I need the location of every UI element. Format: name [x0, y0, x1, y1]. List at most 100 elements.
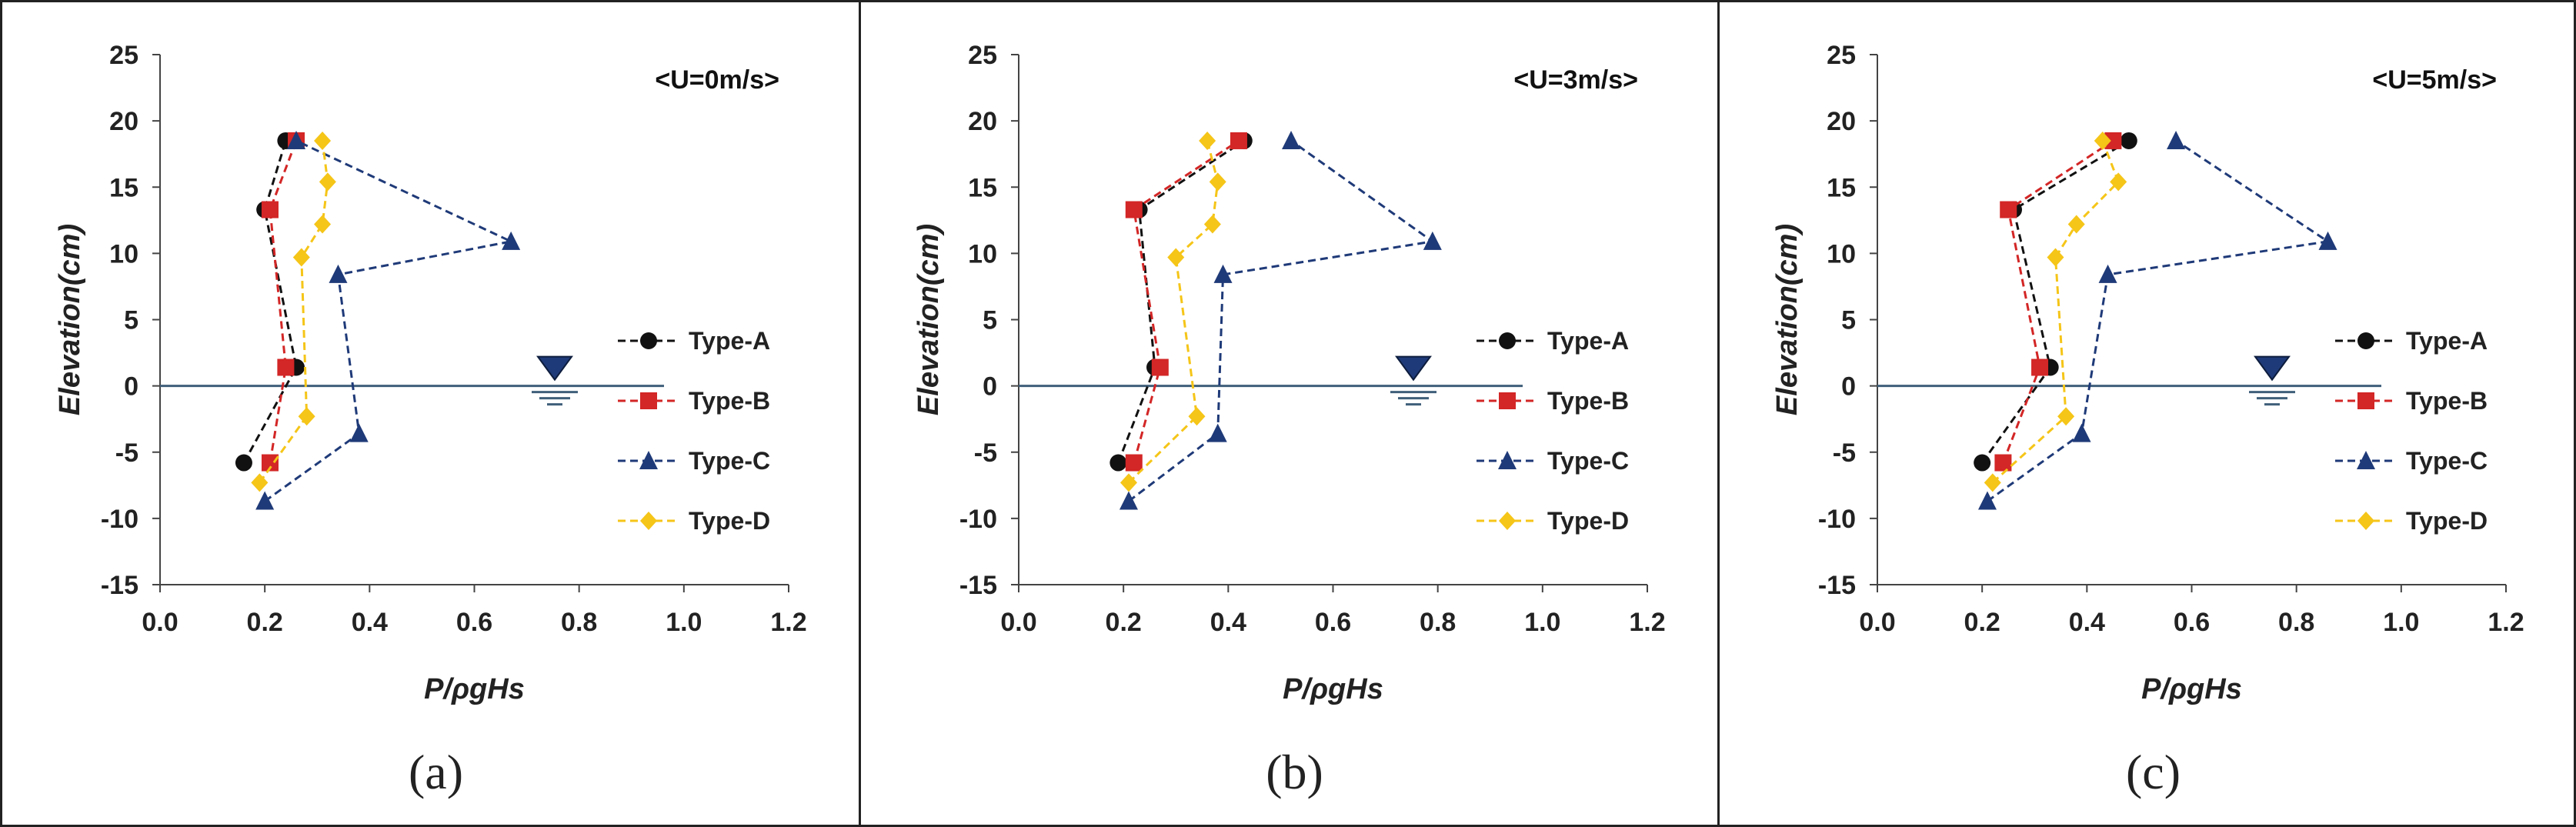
y-tick-label: -15	[1818, 571, 1856, 600]
series-line	[1991, 140, 2120, 484]
inverted-triangle-icon	[2254, 355, 2291, 382]
legend-label: Type-C	[2406, 447, 2488, 475]
x-tick-label: 1.2	[1629, 608, 1665, 637]
data-point	[1188, 407, 1206, 426]
legend-item-type-a: Type-A	[2335, 327, 2488, 355]
panel-caption: (c)	[2126, 745, 2181, 799]
legend-label: Type-B	[2406, 387, 2488, 415]
data-point	[1209, 172, 1226, 192]
data-point	[2098, 264, 2117, 283]
data-point	[1423, 231, 1442, 250]
y-tick-label: 20	[968, 107, 997, 136]
data-point	[1125, 454, 1143, 472]
data-point	[1984, 473, 2001, 492]
legend-label: Type-D	[689, 507, 770, 535]
legend-marker	[2357, 332, 2374, 349]
y-tick-label: 25	[109, 41, 138, 70]
legend-label: Type-A	[2406, 327, 2488, 355]
data-point	[1167, 248, 1185, 267]
x-tick-label: 0.4	[2069, 608, 2105, 637]
data-point	[502, 231, 521, 250]
series-line	[264, 139, 515, 502]
x-tick-label: 0.4	[1210, 608, 1246, 637]
x-axis-title: P/ρgHs	[2141, 673, 2242, 705]
y-tick-label: -10	[101, 505, 138, 534]
series-type-b	[1994, 132, 2122, 472]
series-type-d	[1119, 131, 1226, 492]
series-type-d	[251, 131, 336, 492]
data-point	[2110, 172, 2127, 192]
data-point	[2047, 248, 2064, 267]
series-line	[1127, 140, 1220, 484]
data-point	[1974, 454, 1991, 472]
data-point	[2067, 215, 2085, 234]
legend-label: Type-D	[2406, 507, 2488, 535]
panel-a: 25 20 15 10 5 0 -5 -10 -15 0.0 0.2 0.4 0.6 0.8 1.0 1.2 P…	[2, 2, 859, 825]
water-level-icon	[1390, 355, 1436, 406]
data-point	[2318, 231, 2337, 250]
legend-item-type-b: Type-B	[618, 387, 770, 415]
data-point	[2031, 358, 2049, 376]
series-type-a	[235, 132, 305, 472]
x-tick-label: 0.6	[456, 608, 492, 637]
y-tick-label: 25	[968, 41, 997, 70]
x-tick-label: 0.2	[1964, 608, 2000, 637]
series-type-d	[1984, 131, 2127, 492]
series-line	[2001, 139, 2114, 464]
series-type-c	[1119, 130, 1442, 510]
y-tick-label: -10	[1818, 505, 1856, 534]
data-point	[1977, 491, 1997, 510]
x-tick-label: 0.8	[561, 608, 597, 637]
y-tick-label: -15	[101, 571, 138, 600]
y-tick-label: 5	[983, 306, 997, 335]
legend-label: Type-A	[1547, 327, 1629, 355]
y-tick-label: 15	[968, 173, 997, 202]
data-point	[255, 491, 275, 510]
speed-annotation: <U=5m/s>	[2372, 65, 2497, 95]
x-tick-label: 0.2	[247, 608, 283, 637]
legend-label: Type-A	[689, 327, 770, 355]
legend-marker	[640, 512, 657, 530]
data-point	[2072, 423, 2091, 442]
x-tick-label: 0.6	[2174, 608, 2210, 637]
data-point	[1994, 454, 2012, 472]
panel-caption: (b)	[1266, 745, 1323, 799]
legend-marker	[1499, 512, 1516, 530]
legend-marker	[1499, 332, 1516, 349]
legend-marker	[2357, 392, 2374, 409]
legend-item-type-a: Type-A	[1477, 327, 1629, 355]
legend-marker	[640, 332, 657, 349]
y-axis-title: Elevation(cm)	[1771, 224, 1804, 415]
series-line	[242, 140, 298, 464]
legend-label: Type-B	[1547, 387, 1629, 415]
data-point	[235, 454, 252, 472]
series-line	[1133, 139, 1240, 463]
legend-item-type-c: Type-C	[1477, 447, 1629, 475]
legend-marker	[2357, 451, 2375, 469]
legend-marker	[640, 392, 657, 409]
y-axis-title: Elevation(cm)	[54, 224, 86, 415]
chart-a: 25 20 15 10 5 0 -5 -10 -150.0 0.2 0.4 0.6 0.8 1.0 1.2 P…	[54, 41, 807, 799]
data-point	[2167, 130, 2186, 149]
series-line	[1980, 139, 2130, 464]
panel-b: 25 20 15 10 5 0 -5 -10 -15 0.0 0.2 0.4 0.6 0.8 1.0 1.2 P…	[859, 2, 1717, 825]
data-point	[1119, 491, 1138, 510]
data-point	[1151, 358, 1169, 376]
inverted-triangle-icon	[536, 355, 573, 382]
legend-item-type-d: Type-D	[2335, 507, 2488, 535]
data-point	[251, 473, 269, 492]
legend-label: Type-D	[1547, 507, 1629, 535]
data-point	[2104, 132, 2122, 149]
series-type-c	[1977, 130, 2337, 510]
series-type-b	[261, 132, 305, 472]
y-axis-title: Elevation(cm)	[913, 224, 945, 415]
x-tick-label: 0.2	[1106, 608, 1142, 637]
data-point	[1109, 454, 1127, 472]
water-level-icon	[532, 355, 578, 406]
series-type-b	[1125, 132, 1247, 472]
legend-marker	[639, 451, 658, 469]
x-tick-label: 0.8	[1420, 608, 1456, 637]
x-tick-label: 0.0	[142, 608, 178, 637]
speed-annotation: <U=3m/s>	[1513, 65, 1638, 95]
